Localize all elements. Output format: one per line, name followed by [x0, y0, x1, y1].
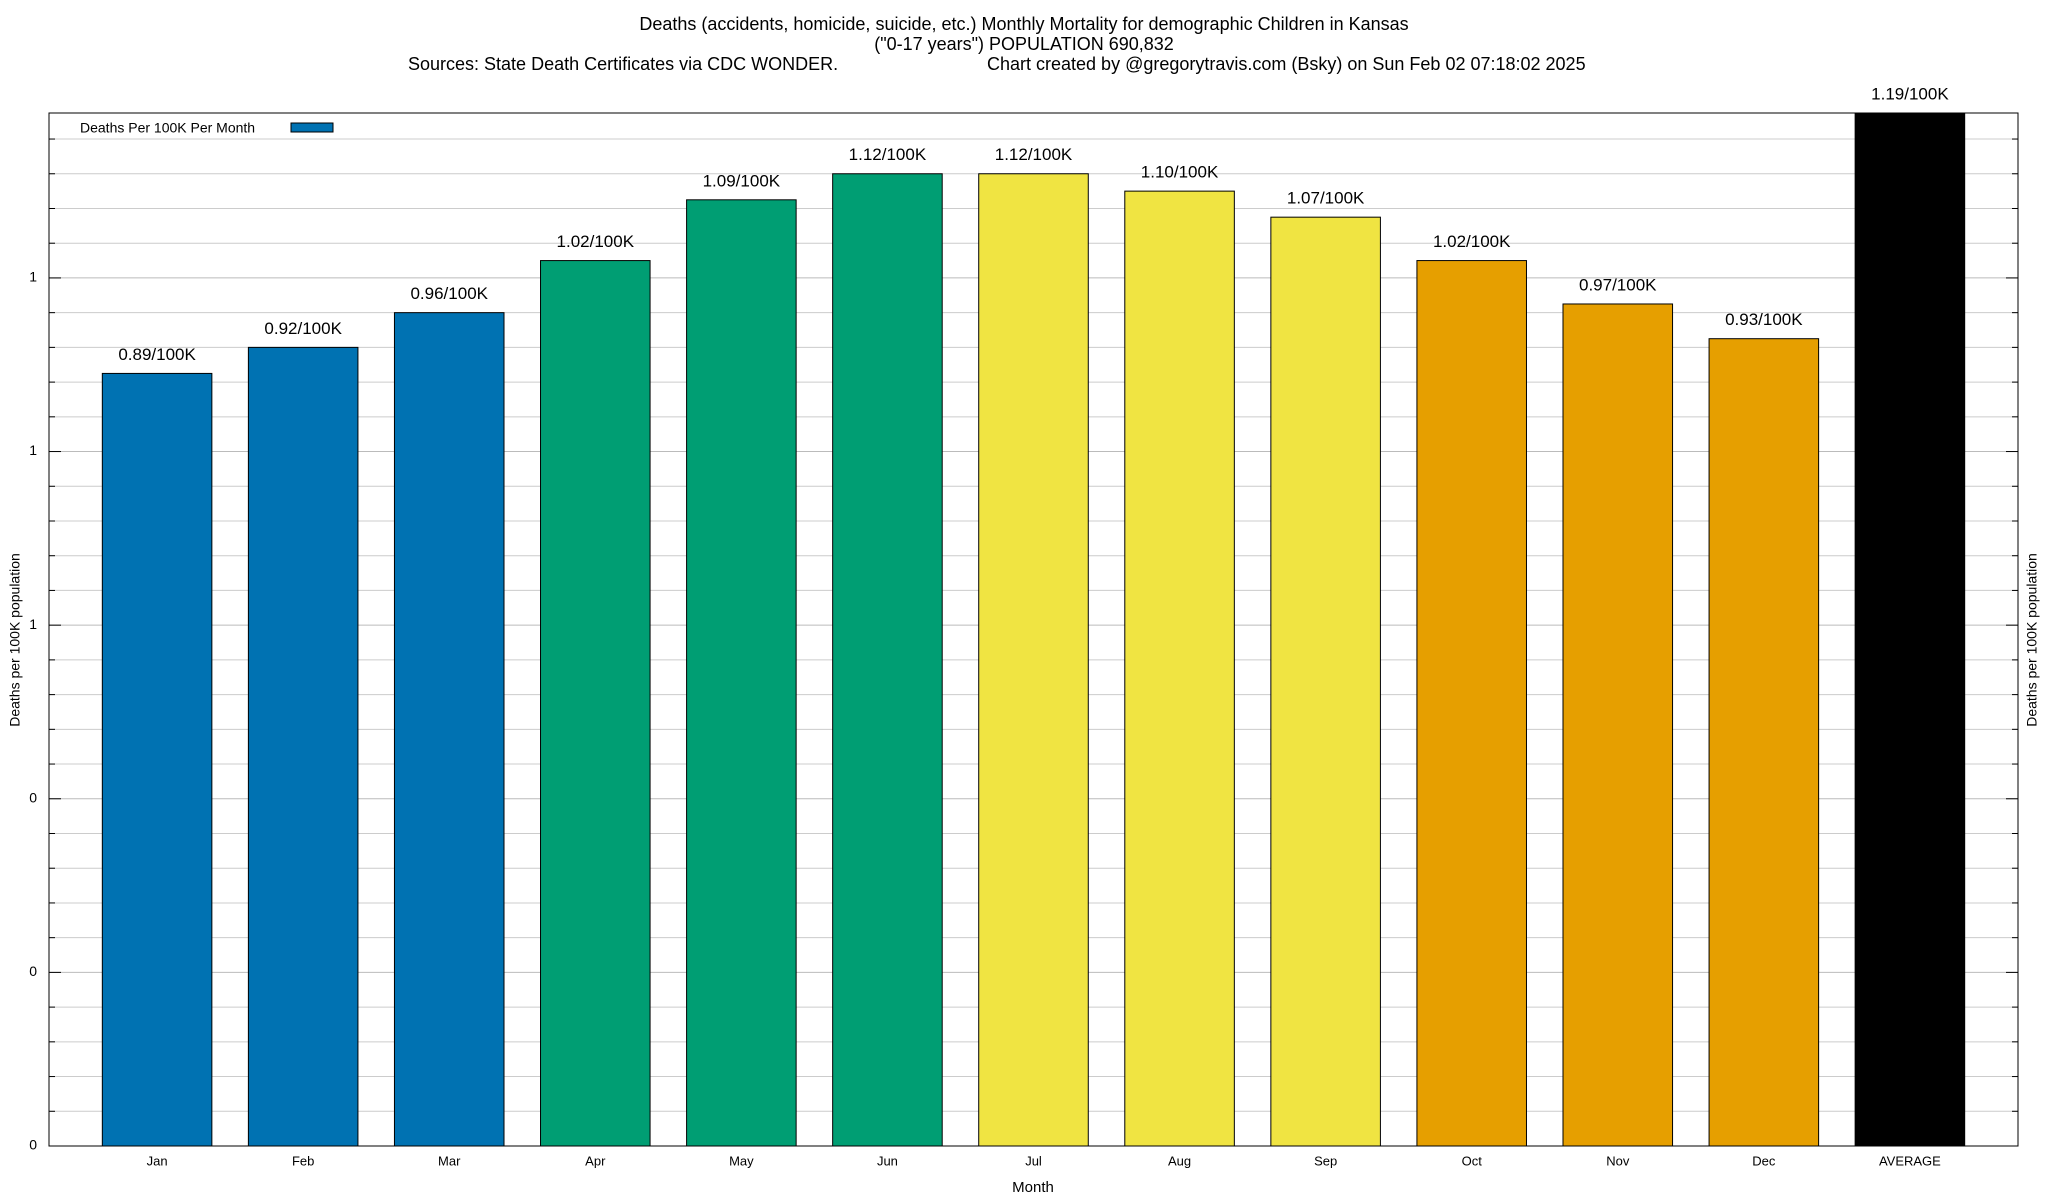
data-label: 0.93/100K — [1725, 310, 1803, 329]
credit: Chart created by @gregorytravis.com (Bsk… — [987, 54, 1586, 74]
data-label: 1.10/100K — [1141, 163, 1219, 182]
x-tick-label: Jul — [1025, 1153, 1042, 1168]
bar — [1854, 112, 1966, 1147]
data-label: 1.02/100K — [557, 232, 635, 251]
x-tick-label: May — [729, 1153, 754, 1168]
y-tick-label: 0 — [29, 963, 37, 979]
y-axis-label: Deaths per 100K population — [7, 553, 23, 727]
bar — [1416, 260, 1527, 1147]
bar — [686, 199, 797, 1147]
data-label: 0.89/100K — [118, 345, 196, 364]
x-tick-label: Dec — [1752, 1153, 1776, 1168]
data-label: 1.12/100K — [849, 145, 927, 164]
bar — [1708, 338, 1820, 1147]
chart-subtitle: ("0-17 years") POPULATION 690,832 — [874, 34, 1174, 54]
data-label: 0.96/100K — [410, 284, 488, 303]
bar — [1562, 303, 1674, 1147]
x-tick-label: Nov — [1606, 1153, 1630, 1168]
data-label: 1.09/100K — [703, 171, 781, 190]
x-tick-label: Jan — [147, 1153, 168, 1168]
x-tick-label: Mar — [438, 1153, 461, 1168]
x-tick-label: Sep — [1314, 1153, 1337, 1168]
bar — [1124, 190, 1235, 1147]
data-label: 1.07/100K — [1287, 189, 1365, 208]
legend-label: Deaths Per 100K Per Month — [80, 120, 255, 136]
x-tick-label: Apr — [585, 1153, 606, 1168]
bar — [101, 372, 213, 1147]
source: Sources: State Death Certificates via CD… — [408, 54, 838, 74]
y-tick-label: 1 — [29, 269, 37, 285]
plot-frame — [48, 112, 2019, 1147]
x-tick-label: Feb — [292, 1153, 314, 1168]
data-label: 1.19/100K — [1871, 84, 1949, 103]
y-tick-label: 1 — [29, 442, 37, 458]
legend-swatch — [290, 122, 334, 133]
x-tick-label: Aug — [1168, 1153, 1191, 1168]
x-tick-label: Jun — [877, 1153, 898, 1168]
x-tick-label: AVERAGE — [1879, 1153, 1941, 1168]
x-tick-label: Oct — [1462, 1153, 1483, 1168]
data-label: 0.92/100K — [264, 319, 342, 338]
bar — [393, 312, 505, 1147]
y-tick-label: 0 — [29, 1137, 37, 1153]
bar — [540, 260, 651, 1147]
x-axis-label: Month — [1012, 1179, 1054, 1196]
bar — [978, 173, 1089, 1147]
y-tick-label: 1 — [29, 616, 37, 632]
bar — [1270, 216, 1381, 1147]
bar — [832, 173, 943, 1147]
chart-title: Deaths (accidents, homicide, suicide, et… — [639, 14, 1408, 34]
bar — [247, 346, 359, 1147]
data-label: 0.97/100K — [1579, 275, 1657, 294]
y2-axis-label: Deaths per 100K population — [2024, 553, 2040, 727]
data-label: 1.02/100K — [1433, 232, 1511, 251]
data-label: 1.12/100K — [995, 145, 1073, 164]
y-tick-label: 0 — [29, 789, 37, 805]
